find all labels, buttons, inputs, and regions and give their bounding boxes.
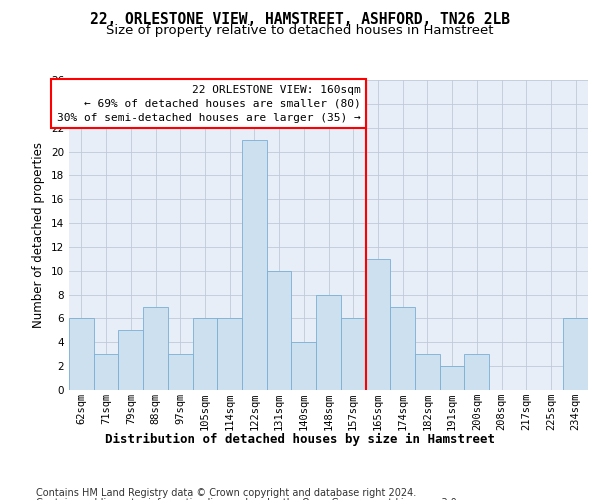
Bar [316, 294, 341, 390]
Bar [94, 354, 118, 390]
Bar [415, 354, 440, 390]
Text: Distribution of detached houses by size in Hamstreet: Distribution of detached houses by size … [105, 432, 495, 446]
Bar [69, 318, 94, 390]
Bar [464, 354, 489, 390]
Bar [168, 354, 193, 390]
Text: Contains public sector information licensed under the Open Government Licence v3: Contains public sector information licen… [36, 498, 460, 500]
Bar [267, 271, 292, 390]
Bar [143, 306, 168, 390]
Text: Size of property relative to detached houses in Hamstreet: Size of property relative to detached ho… [106, 24, 494, 37]
Bar [193, 318, 217, 390]
Bar [242, 140, 267, 390]
Bar [118, 330, 143, 390]
Bar [341, 318, 365, 390]
Bar [390, 306, 415, 390]
Text: Contains HM Land Registry data © Crown copyright and database right 2024.: Contains HM Land Registry data © Crown c… [36, 488, 416, 498]
Bar [440, 366, 464, 390]
Y-axis label: Number of detached properties: Number of detached properties [32, 142, 46, 328]
Bar [292, 342, 316, 390]
Bar [563, 318, 588, 390]
Bar [365, 259, 390, 390]
Text: 22, ORLESTONE VIEW, HAMSTREET, ASHFORD, TN26 2LB: 22, ORLESTONE VIEW, HAMSTREET, ASHFORD, … [90, 12, 510, 28]
Bar [217, 318, 242, 390]
Text: 22 ORLESTONE VIEW: 160sqm
← 69% of detached houses are smaller (80)
30% of semi-: 22 ORLESTONE VIEW: 160sqm ← 69% of detac… [57, 85, 361, 123]
